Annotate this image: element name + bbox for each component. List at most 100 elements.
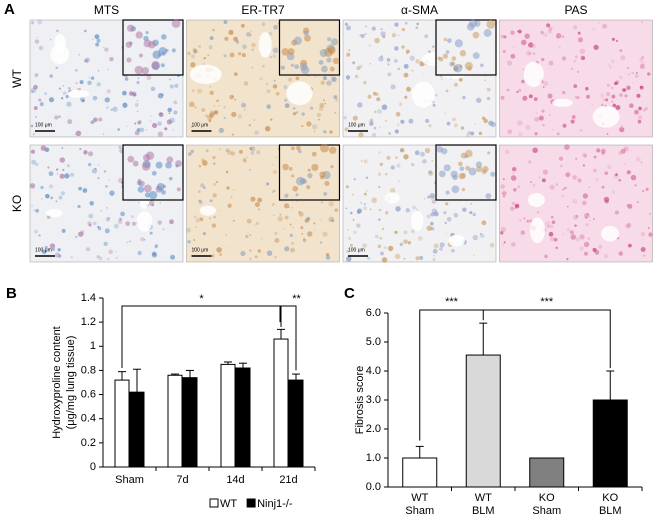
tissue-speck: [56, 29, 59, 33]
tissue-speck: [600, 93, 605, 98]
tissue-speck: [209, 112, 215, 118]
tissue-speck: [149, 231, 153, 235]
tissue-speck: [592, 217, 595, 220]
inset-cell: [295, 176, 305, 186]
tissue-speck: [193, 215, 197, 219]
inset-cell: [485, 193, 492, 200]
tissue-speck: [95, 42, 100, 47]
y-axis-label: Fibrosis score: [354, 366, 366, 434]
tissue-speck: [331, 76, 337, 82]
inset-cell: [294, 64, 300, 70]
tissue-speck: [478, 131, 483, 135]
bar: [273, 338, 289, 468]
tissue-speck: [453, 123, 458, 128]
tissue-speck: [611, 100, 614, 103]
tissue-speck: [123, 102, 126, 105]
tissue-speck: [611, 94, 616, 99]
tissue-speck: [501, 191, 507, 196]
tissue-speck: [274, 238, 280, 244]
tissue-speck: [430, 196, 436, 201]
y-tick-label: 5.0: [366, 336, 381, 348]
tissue-speck: [476, 97, 482, 104]
tissue-speck: [379, 236, 383, 240]
tissue-speck: [346, 249, 349, 253]
tissue-speck: [409, 55, 415, 61]
airspace: [286, 81, 313, 106]
tissue-speck: [213, 182, 217, 186]
inset-cell: [329, 66, 335, 72]
tissue-speck: [453, 82, 459, 87]
tissue-speck: [415, 59, 420, 64]
tissue-speck: [151, 203, 155, 207]
tissue-speck: [445, 202, 449, 206]
y-tick-label: 6.0: [366, 307, 381, 319]
tissue-speck: [403, 63, 409, 69]
tissue-speck: [431, 201, 433, 203]
tissue-speck: [137, 250, 142, 256]
bar: [235, 367, 251, 468]
tissue-speck: [64, 173, 70, 179]
inset-cell: [442, 53, 449, 59]
tissue-speck: [251, 66, 254, 69]
tissue-speck: [400, 147, 405, 153]
tissue-speck: [585, 223, 589, 227]
tissue-speck: [158, 112, 164, 118]
tissue-speck: [593, 155, 597, 159]
tissue-speck: [126, 241, 129, 244]
tissue-speck: [608, 63, 611, 67]
bracket: [419, 309, 484, 441]
tissue-speck: [201, 108, 206, 112]
tissue-speck: [271, 164, 273, 166]
tissue-speck: [572, 25, 578, 30]
tissue-speck: [515, 204, 519, 208]
tissue-speck: [472, 234, 479, 241]
tissue-speck: [624, 94, 628, 98]
airspace: [189, 64, 222, 85]
tissue-speck: [102, 133, 105, 136]
tissue-speck: [96, 38, 101, 43]
bar: [465, 354, 501, 488]
tissue-speck: [541, 109, 545, 113]
tissue-speck: [232, 219, 235, 222]
tissue-speck: [358, 132, 364, 138]
inset-cell: [307, 172, 313, 179]
tissue-speck: [510, 175, 517, 181]
tissue-speck: [202, 160, 208, 166]
tissue-speck: [555, 246, 558, 249]
tissue-speck: [645, 107, 648, 110]
tissue-speck: [446, 121, 451, 126]
tissue-speck: [259, 77, 263, 81]
tissue-speck: [55, 200, 58, 203]
tissue-speck: [586, 94, 590, 99]
tissue-speck: [157, 131, 164, 137]
tissue-speck: [188, 152, 192, 156]
tissue-speck: [552, 129, 554, 131]
tissue-speck: [547, 93, 553, 99]
airspace: [592, 106, 620, 128]
panel-label: A: [4, 1, 15, 18]
tissue-speck: [39, 102, 44, 107]
tissue-speck: [398, 180, 400, 183]
tissue-speck: [522, 68, 525, 71]
tissue-speck: [128, 91, 134, 96]
tissue-speck: [87, 221, 92, 226]
tissue-speck: [104, 97, 110, 103]
tissue-speck: [408, 118, 414, 124]
tissue-speck: [96, 255, 100, 259]
tissue-speck: [517, 120, 523, 126]
tissue-speck: [607, 164, 612, 170]
tissue-speck: [571, 115, 576, 119]
tissue-speck: [624, 223, 630, 229]
tissue-speck: [637, 119, 642, 124]
inset-cell: [141, 66, 150, 75]
tissue-speck: [219, 253, 223, 257]
tissue-speck: [195, 218, 200, 223]
tissue-speck: [162, 228, 165, 231]
tissue-speck: [151, 251, 157, 256]
tissue-speck: [197, 88, 203, 94]
tissue-speck: [122, 102, 128, 108]
tissue-speck: [200, 183, 205, 188]
tissue-speck: [351, 193, 354, 196]
tissue-speck: [301, 233, 304, 235]
tissue-speck: [560, 164, 563, 168]
